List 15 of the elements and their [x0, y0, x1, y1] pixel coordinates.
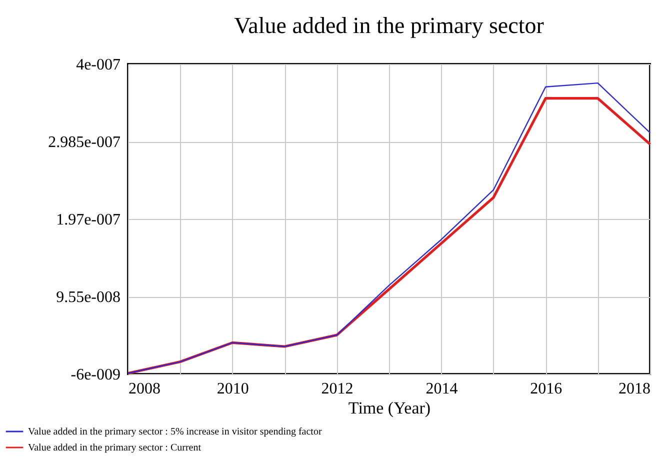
x-tick-label: 2008: [128, 380, 160, 398]
x-tick-label: 2010: [216, 380, 249, 398]
chart-title: Value added in the primary sector: [234, 13, 544, 38]
legend-label: Value added in the primary sector : 5% increase in visitor spending factor: [28, 426, 322, 438]
y-tick-label: 2.985e-007: [48, 134, 120, 151]
x-tick-label: 2012: [321, 380, 354, 398]
y-tick-label: 1.97e-007: [56, 212, 120, 228]
y-tick-label: 9.55e-008: [56, 289, 120, 306]
x-tick-label: 2014: [426, 380, 458, 398]
x-tick-label: 2016: [530, 380, 562, 398]
y-tick-label: 4e-007: [76, 56, 120, 74]
x-tick-label: 2018: [618, 380, 650, 398]
x-axis-title: Time (Year): [348, 398, 431, 418]
legend-label: Value added in the primary sector : Current: [28, 442, 202, 454]
y-tick-label: -6e-009: [70, 366, 120, 384]
